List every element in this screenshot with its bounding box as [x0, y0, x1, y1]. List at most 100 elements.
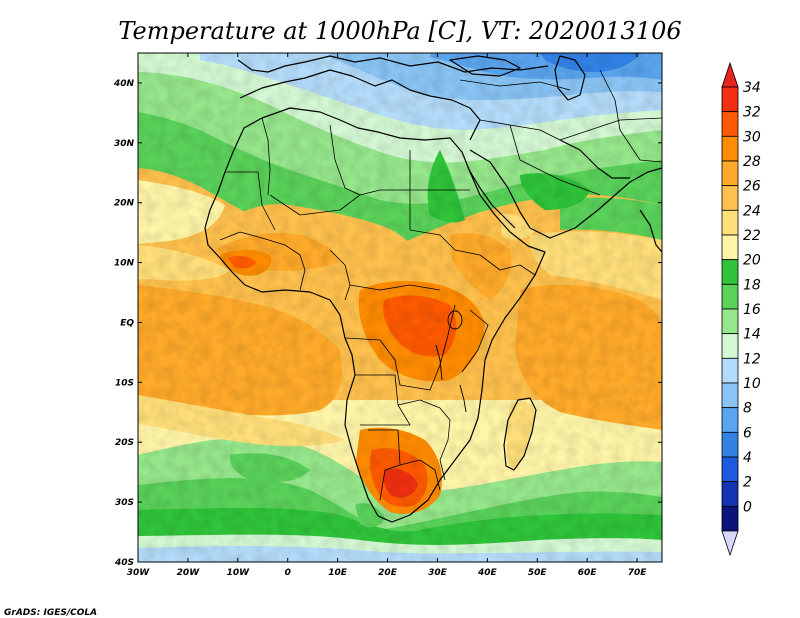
colorbar-label: 8: [743, 401, 752, 417]
lake-victoria: [447, 310, 463, 330]
border-mozambique: [439, 419, 451, 481]
latitude-axis: 40N 30N 20N 10N EQ 10S 20S 30S 40S: [113, 79, 662, 568]
lon-tick-label: 30W: [127, 568, 151, 578]
colorbar-label: 26: [743, 179, 761, 195]
border-mauritania-mali: [225, 171, 276, 231]
colorbar-label: 6: [743, 425, 752, 441]
colorbar-swatch: [721, 283, 739, 310]
lon-tick-label: 50E: [528, 568, 548, 578]
colorbar-swatch: [721, 234, 739, 261]
border-iran-afghanistan: [599, 69, 662, 163]
lon-tick-label: 20E: [378, 568, 398, 578]
europe-coast: [237, 55, 549, 73]
lat-tick-label: 10S: [115, 378, 134, 388]
colorbar-label: 16: [743, 302, 761, 318]
lat-tick-label: 20S: [115, 438, 134, 448]
border-south-africa: [399, 459, 441, 491]
colorbar-label: 20: [743, 253, 761, 269]
field-texture: [138, 53, 662, 562]
colorbar-label: 10: [743, 376, 761, 392]
colorbar-label: 28: [743, 154, 761, 170]
lakes: [435, 310, 467, 413]
border-tanzania-kenya: [461, 309, 489, 373]
lon-tick-label: 0: [285, 568, 291, 578]
border-drc: [344, 304, 456, 391]
map-plot-area: [138, 53, 662, 562]
colorbar-swatch: [721, 505, 739, 532]
colorbar-swatch: [721, 407, 739, 433]
red-sea-coast: [467, 167, 516, 229]
lat-tick-label: 30S: [115, 498, 134, 508]
lon-tick-label: 70E: [628, 568, 648, 578]
colorbar-swatch: [721, 86, 739, 113]
map-title: Temperature at 1000hPa [C], VT: 20200131…: [118, 17, 681, 45]
colorbar-swatch: [721, 209, 739, 236]
border-nigeria-cameroon: [329, 249, 351, 301]
colorbar-swatch: [721, 357, 739, 384]
border-maghreb: [261, 117, 271, 196]
lat-tick-label: 40N: [113, 79, 135, 89]
colorbar-min-triangle: [721, 530, 739, 557]
lake-malawi: [459, 384, 467, 413]
lon-tick-label: 40E: [477, 568, 498, 578]
lat-tick-label: 10N: [114, 259, 135, 269]
lat-tick-label: EQ: [120, 318, 134, 328]
border-arabia: [509, 124, 601, 196]
border-sudan-south: [409, 229, 481, 256]
colorbar-swatch: [721, 111, 739, 137]
arabia-coastline: [469, 149, 662, 239]
colorbar-label: 22: [743, 228, 761, 244]
colorbar-label: 18: [743, 277, 761, 293]
lon-tick-label: 20W: [177, 568, 201, 578]
caspian-sea: [554, 55, 586, 101]
border-west-africa: [219, 231, 306, 291]
colorbar-max-triangle: [721, 61, 739, 88]
colorbar-swatch: [721, 431, 739, 458]
border-car-drc: [349, 284, 441, 291]
lon-tick-label: 10E: [328, 568, 348, 578]
colorbar-swatch: [721, 308, 739, 335]
black-sea: [449, 55, 521, 77]
colorbar-label: 30: [743, 129, 761, 145]
sri-lanka-india: [639, 209, 662, 253]
longitude-axis: 30W 20W 10W 0 10E 20E 30E 40E 50E 60E 70E: [127, 53, 647, 578]
colorbar-label: 12: [743, 351, 761, 367]
map-frame: [137, 52, 663, 563]
lat-tick-label: 30N: [114, 139, 135, 149]
colorbar-label: 0: [743, 499, 752, 515]
africa-coastline: [204, 107, 546, 523]
country-borders: [219, 69, 662, 501]
mediterranean-north: [239, 69, 481, 141]
madagascar-coast: [503, 397, 537, 471]
colorbar-swatch: [721, 160, 739, 187]
colorbar-label: 2: [743, 475, 752, 491]
grads-credit: GrADS: IGES/COLA: [4, 608, 97, 618]
border-turkey: [459, 79, 571, 91]
lon-tick-label: 30E: [428, 568, 448, 578]
colorbar-swatch: [721, 481, 739, 507]
persian-gulf: [559, 139, 630, 179]
border-algeria-libya: [329, 124, 361, 196]
colorbar-swatch: [721, 185, 739, 211]
colorbar-swatch: [721, 135, 739, 162]
colorbar-label: 4: [743, 450, 752, 466]
colorbar-label: 24: [743, 203, 761, 219]
border-ethiopia-somalia: [479, 254, 536, 276]
lon-tick-label: 10W: [227, 568, 251, 578]
lat-tick-label: 40S: [114, 558, 134, 568]
lat-tick-label: 20N: [114, 199, 135, 209]
border-zambia: [397, 399, 451, 421]
colorbar-swatch: [721, 382, 739, 409]
colorbar-label: 32: [743, 105, 761, 121]
colorbar-swatch: [721, 333, 739, 359]
border-egypt-sudan: [409, 150, 470, 191]
coastlines: [204, 55, 662, 523]
colorbar-swatch: [721, 259, 739, 285]
colorbar-label: 14: [743, 327, 761, 343]
lake-tanganyika: [435, 344, 443, 381]
colorbar-label: 34: [743, 80, 761, 96]
lon-tick-label: 60E: [578, 568, 598, 578]
colorbar-swatch: [721, 456, 739, 483]
